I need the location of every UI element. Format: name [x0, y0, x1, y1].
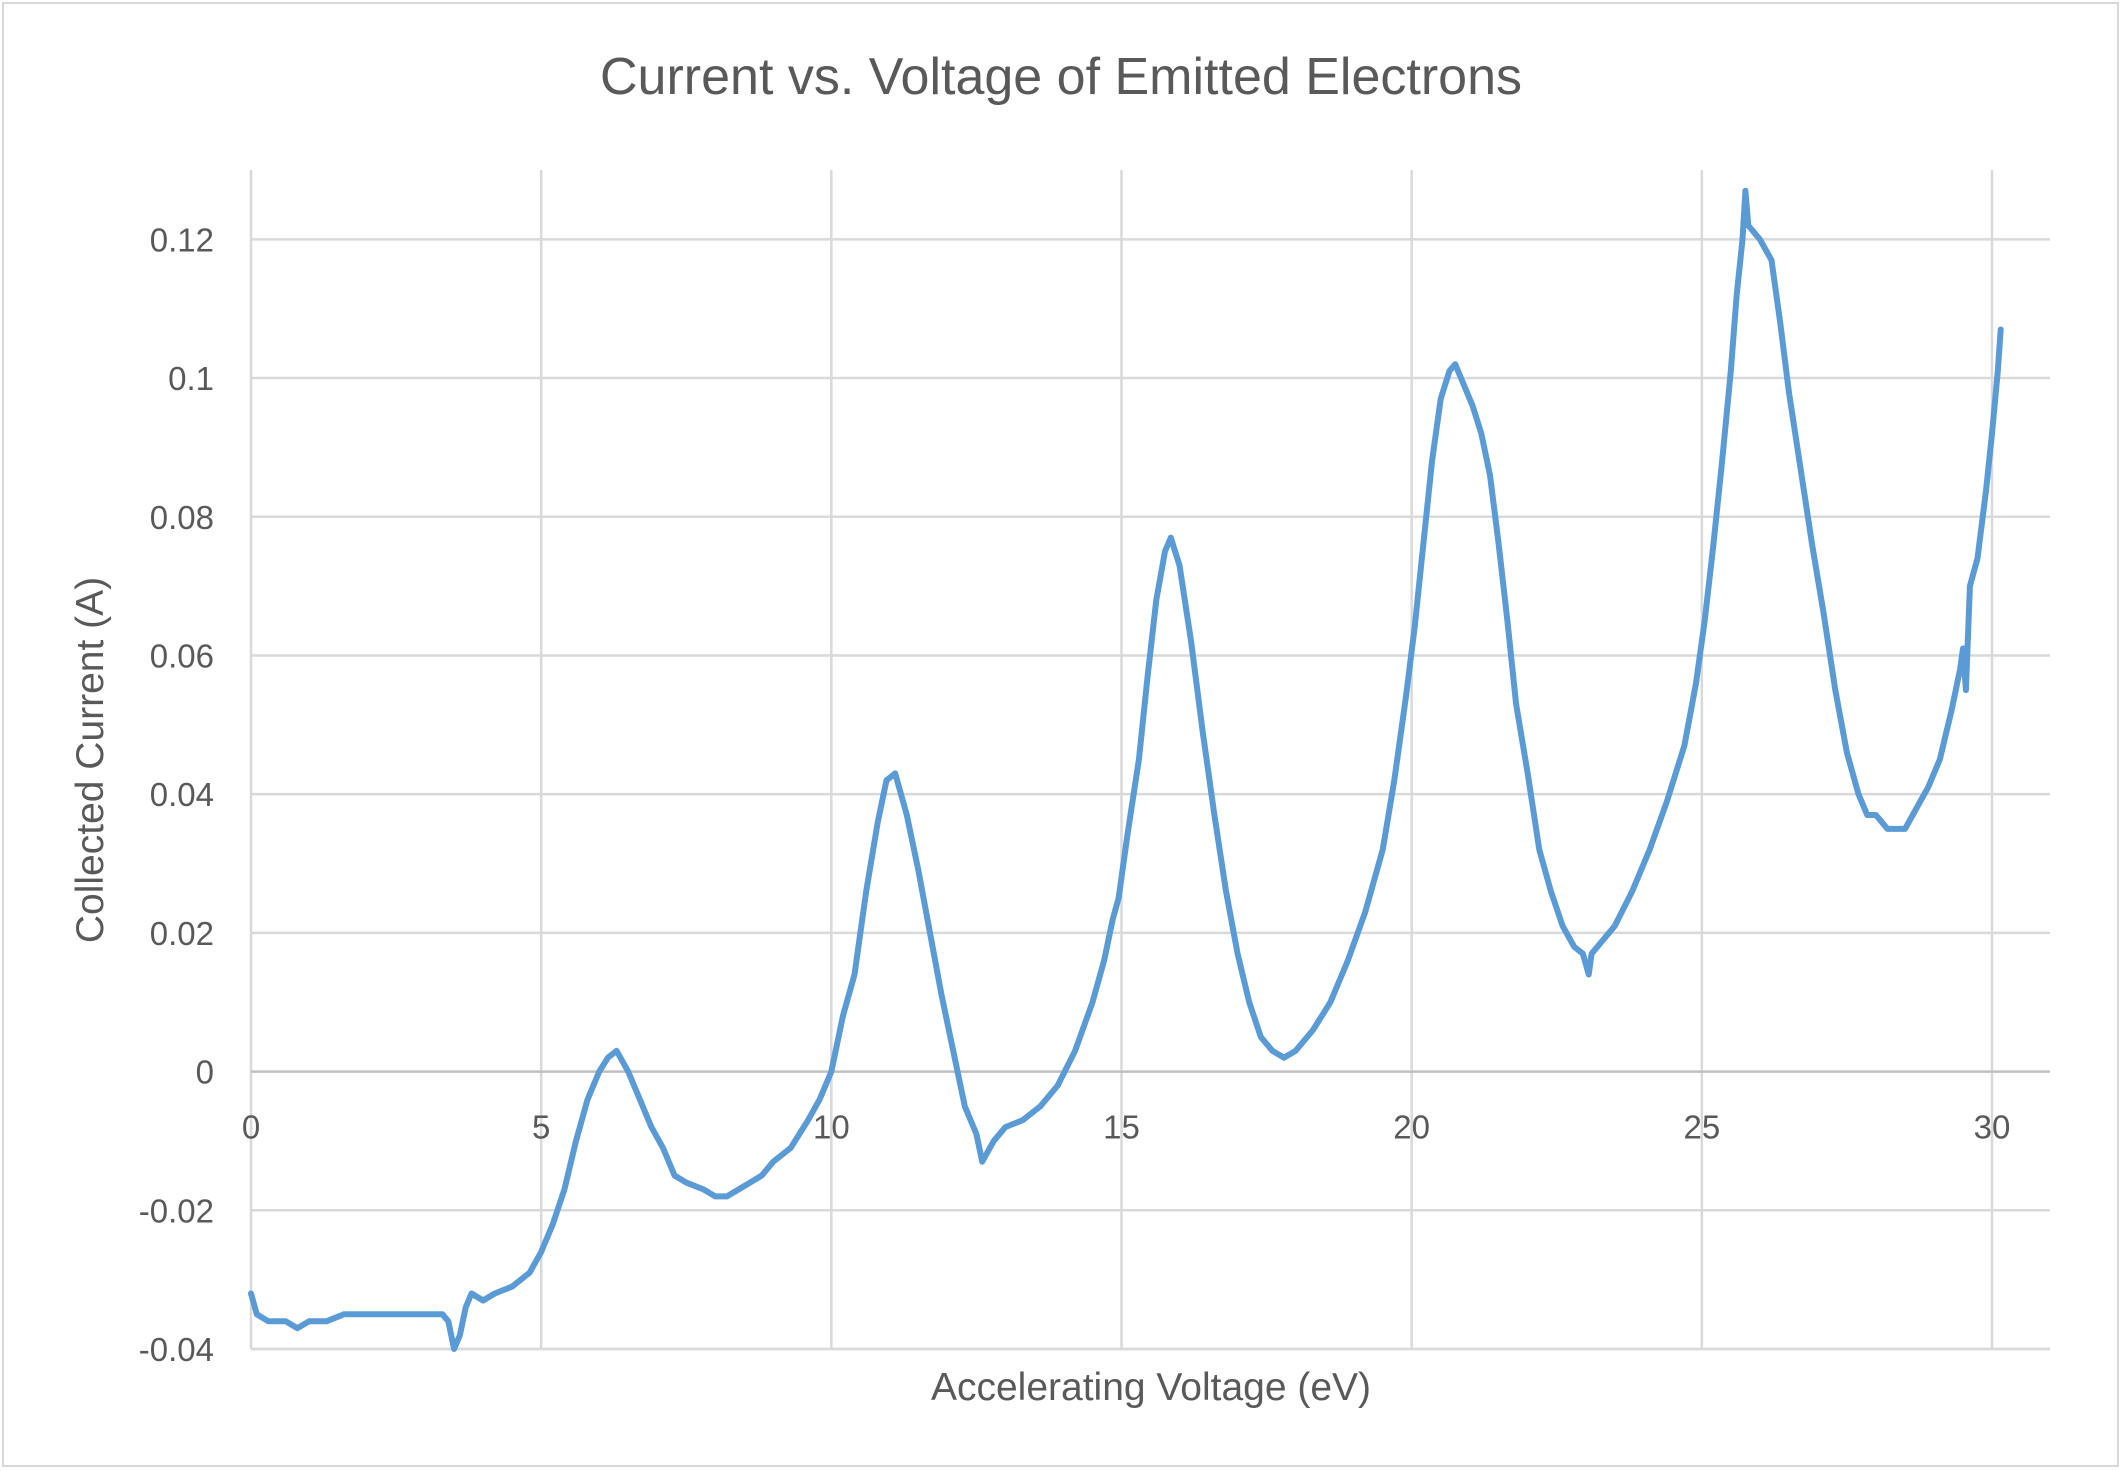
y-tick-label: -0.04	[139, 1331, 214, 1368]
series-layer	[248, 187, 2004, 1352]
chart-title: Current vs. Voltage of Emitted Electrons	[600, 48, 1522, 106]
x-axis-title: Accelerating Voltage (eV)	[931, 1366, 1371, 1409]
y-tick-label: 0	[196, 1054, 214, 1091]
y-axis-title: Collected Current (A)	[69, 577, 112, 943]
y-tick-label: 0.04	[150, 776, 214, 813]
y-tick-label: 0.06	[150, 637, 214, 674]
y-tick-label: -0.02	[139, 1192, 214, 1229]
y-tick-label: 0.1	[168, 360, 214, 397]
x-tick-label: 15	[1103, 1109, 1140, 1146]
y-tick-label: 0.08	[150, 499, 214, 536]
x-tick-label: 10	[813, 1109, 850, 1146]
tick-labels: -0.04 -0.02 0 0.02 0.04 0.06 0.08 0.1 0.12 0 5 10 15…	[139, 221, 2011, 1368]
x-tick-label: 25	[1683, 1109, 1720, 1146]
gridlines	[249, 170, 2050, 1351]
x-tick-label: 20	[1393, 1109, 1430, 1146]
y-tick-label: 0.02	[150, 915, 214, 952]
series-line	[248, 187, 2004, 1352]
y-tick-label: 0.12	[150, 221, 214, 258]
x-tick-label: 30	[1974, 1109, 2011, 1146]
axes	[251, 1070, 2050, 1351]
x-tick-label: 0	[242, 1109, 260, 1146]
x-tick-label: 5	[532, 1109, 550, 1146]
